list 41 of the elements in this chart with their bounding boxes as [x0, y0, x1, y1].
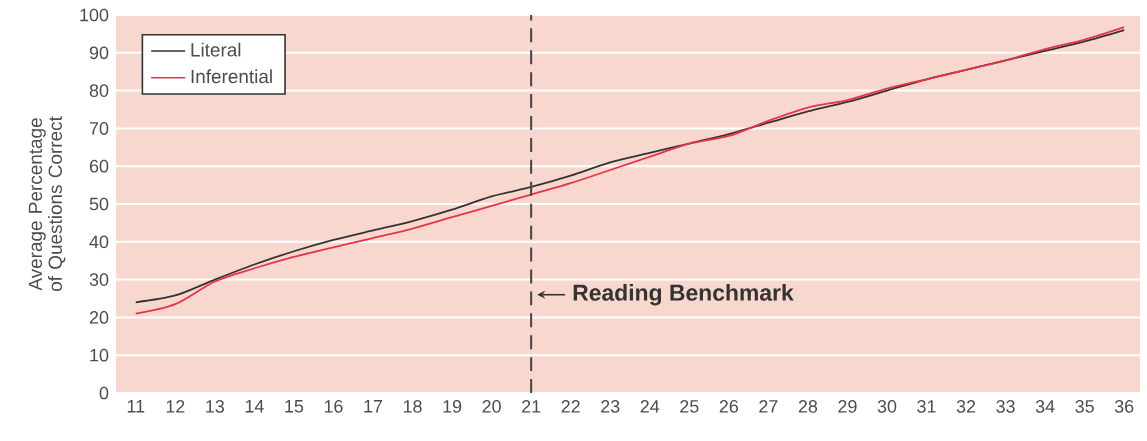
- y-tick-label: 0: [99, 386, 109, 400]
- x-tick-label: 18: [403, 400, 422, 413]
- x-tick-label: 36: [1114, 400, 1134, 413]
- x-tick-label: 26: [719, 400, 739, 413]
- y-tick-label: 10: [90, 348, 109, 362]
- x-tick-label: 21: [522, 400, 541, 413]
- x-tick-label: 11: [127, 400, 145, 413]
- y-tick-label: 70: [89, 122, 109, 135]
- x-tick-label: 33: [996, 400, 1015, 413]
- legend-label: Literal: [191, 42, 241, 57]
- x-tick-label: 15: [285, 400, 304, 413]
- x-tick-label: 17: [364, 400, 383, 413]
- x-tick-label: 32: [956, 400, 976, 413]
- x-tick-label: 34: [1035, 400, 1055, 413]
- x-tick-label: 27: [759, 400, 778, 413]
- y-tick-label: 50: [89, 197, 109, 211]
- legend-label: Inferential: [191, 69, 272, 84]
- x-tick-label: 25: [680, 400, 699, 413]
- y-tick-label: 80: [89, 84, 109, 97]
- x-tick-label: 20: [482, 400, 501, 413]
- x-tick-label: 19: [443, 400, 462, 413]
- x-tick-label: 35: [1075, 400, 1094, 413]
- y-tick-label: 30: [89, 273, 109, 286]
- ref-line-label: Reading Benchmark: [573, 284, 794, 306]
- y-axis-title: Average Percentage of Questions Correct: [28, 116, 66, 292]
- y-tick-label: 20: [89, 311, 109, 324]
- x-tick-label: 31: [917, 400, 936, 413]
- y-tick-label: 60: [89, 159, 109, 173]
- y-tick-label: 90: [89, 46, 109, 60]
- x-tick-label: 28: [798, 400, 818, 413]
- x-tick-label: 12: [166, 400, 185, 413]
- x-tick-label: 30: [877, 400, 897, 413]
- x-tick-label: 29: [838, 400, 857, 413]
- x-tick-label: 22: [561, 400, 580, 413]
- x-tick-label: 13: [206, 400, 225, 413]
- x-tick-label: 24: [640, 400, 660, 413]
- y-tick-label: 100: [80, 8, 109, 22]
- x-tick-label: 16: [324, 400, 343, 413]
- x-tick-label: 14: [245, 400, 264, 413]
- y-tick-label: 40: [89, 235, 109, 249]
- x-tick-label: 23: [601, 400, 620, 413]
